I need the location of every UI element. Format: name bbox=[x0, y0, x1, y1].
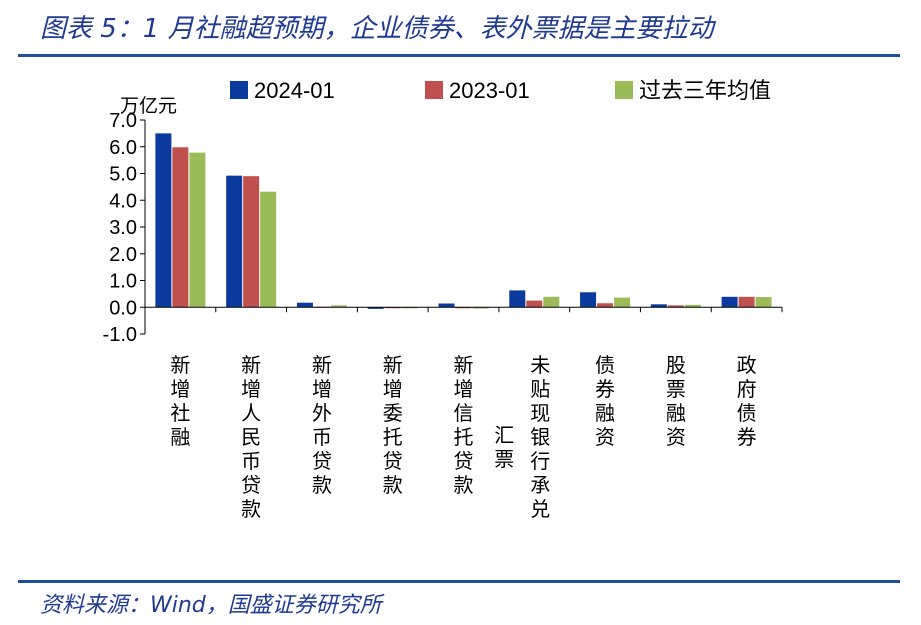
bar-1 bbox=[226, 175, 243, 308]
bar-3 bbox=[189, 152, 206, 308]
bar-3 bbox=[401, 307, 418, 309]
y-axis: 7.0 6.0 5.0 4.0 3.0 2.0 1.0 0.0 -1.0 bbox=[103, 110, 146, 346]
bar-1 bbox=[721, 296, 738, 308]
legend-label: 2024-01 bbox=[254, 78, 335, 103]
bar-2 bbox=[243, 176, 260, 308]
bar-3 bbox=[543, 296, 560, 308]
x-category-label: 债券融资 bbox=[595, 353, 615, 449]
bar-1 bbox=[438, 303, 455, 308]
y-tick-label: 3.0 bbox=[109, 217, 137, 239]
legend-swatch bbox=[615, 81, 633, 99]
y-tick-label: 7.0 bbox=[109, 110, 137, 132]
bar-3 bbox=[330, 305, 347, 308]
y-tick-label: 5.0 bbox=[109, 164, 137, 186]
x-category-label: 新增人民币贷款 bbox=[241, 353, 261, 521]
bar-3 bbox=[472, 307, 489, 309]
category-labels: 新增社融 新增人民币贷款 新增外币贷款 新增委托贷款 新增信托贷款未贴现银行承兑汇票债券… bbox=[170, 353, 756, 521]
y-tick-label: -1.0 bbox=[103, 324, 137, 346]
bar-1 bbox=[650, 304, 667, 308]
x-category-label: 新增外币贷款 bbox=[312, 353, 332, 497]
y-tick-label: 1.0 bbox=[109, 271, 137, 293]
bar-3 bbox=[684, 304, 701, 308]
source-note: 资料来源：Wind，国盛证券研究所 bbox=[40, 593, 382, 618]
chart-title: 图表 5：1 月社融超预期，企业债券、表外票据是主要拉动 bbox=[40, 14, 714, 44]
legend-swatch bbox=[425, 81, 443, 99]
bar-2 bbox=[597, 303, 614, 308]
bar-1 bbox=[155, 133, 172, 308]
legend-swatch bbox=[230, 81, 248, 99]
bar-2 bbox=[526, 300, 543, 308]
bars bbox=[155, 133, 772, 309]
bar-3 bbox=[614, 297, 631, 308]
y-tick-label: 4.0 bbox=[109, 190, 137, 212]
bar-2 bbox=[667, 305, 684, 308]
bottom-divider bbox=[18, 580, 900, 583]
bar-1 bbox=[509, 290, 526, 308]
x-category-label: 政府债券 bbox=[737, 353, 757, 449]
bar-1 bbox=[296, 302, 313, 308]
legend: 2024-01 2023-01 过去三年均值 bbox=[230, 78, 771, 104]
y-tick-label: 0.0 bbox=[109, 297, 137, 319]
bar-1 bbox=[580, 292, 597, 308]
x-axis bbox=[145, 306, 783, 313]
legend-label: 过去三年均值 bbox=[639, 79, 771, 104]
y-tick-label: 2.0 bbox=[109, 244, 137, 266]
y-axis-unit-label: 万亿元 bbox=[120, 95, 177, 117]
x-category-label: 新增社融 bbox=[170, 353, 190, 449]
x-category-label: 新增委托贷款 bbox=[383, 353, 403, 497]
y-tick-label: 6.0 bbox=[109, 137, 137, 159]
bar-3 bbox=[260, 191, 277, 308]
x-category-label: 未贴现银行承兑汇票 bbox=[494, 353, 550, 521]
x-category-label: 股票融资 bbox=[666, 353, 686, 449]
legend-label: 2023-01 bbox=[449, 78, 530, 103]
bar-2 bbox=[172, 147, 189, 308]
x-category-label: 新增信托贷款 bbox=[454, 353, 474, 497]
top-divider bbox=[18, 54, 900, 57]
bar-3 bbox=[755, 297, 772, 308]
bar-1 bbox=[367, 307, 384, 309]
bar-2 bbox=[738, 296, 755, 308]
